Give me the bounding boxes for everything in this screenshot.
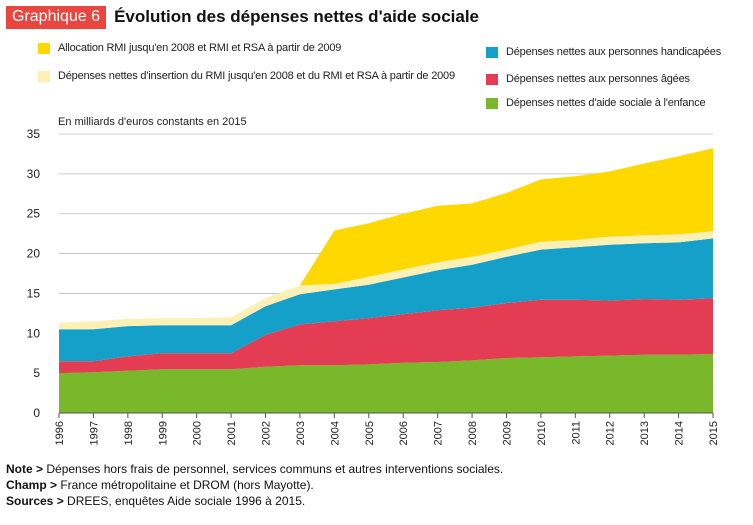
- area-agees: [59, 298, 713, 374]
- area-rmi: [59, 148, 713, 323]
- x-tick-label-1999: 1999: [157, 421, 169, 445]
- x-tick-label-2000: 2000: [192, 421, 204, 445]
- y-tick-label-0: 0: [33, 406, 40, 420]
- legend-label-insertion: Dépenses nettes d'insertion du RMI jusqu…: [58, 70, 455, 82]
- legend-swatch-insertion: [38, 70, 50, 82]
- y-tick-label-5: 5: [33, 366, 40, 380]
- x-tick-label-2005: 2005: [364, 421, 376, 445]
- area-insertion: [59, 231, 713, 330]
- x-tick-label-1998: 1998: [123, 421, 135, 445]
- legend-swatch-rmi: [38, 42, 50, 54]
- x-tick-label-2002: 2002: [261, 421, 273, 445]
- area-enfance: [59, 354, 713, 413]
- legend-label-rmi: Allocation RMI jusqu'en 2008 et RMI et R…: [58, 42, 342, 54]
- legend-item-handicap: Dépenses nettes aux personnes handicapée…: [486, 46, 721, 58]
- y-tick-label-30: 30: [27, 167, 41, 181]
- legend-label-agees: Dépenses nettes aux personnes âgées: [506, 73, 690, 85]
- legend-item-rmi: Allocation RMI jusqu'en 2008 et RMI et R…: [38, 42, 341, 54]
- chart-title: Évolution des dépenses nettes d'aide soc…: [114, 7, 479, 26]
- x-tick-label-2008: 2008: [467, 421, 479, 445]
- x-tick-label-2003: 2003: [295, 421, 307, 445]
- sources-line: Sources > DREES, enquêtes Aide sociale 1…: [6, 494, 306, 508]
- x-tick-label-2007: 2007: [433, 421, 445, 445]
- legend-label-enfance: Dépenses nettes d'aide sociale à l'enfan…: [506, 97, 706, 109]
- x-tick-label-2009: 2009: [502, 421, 514, 445]
- y-tick-label-10: 10: [27, 326, 41, 340]
- y-axis-unit-label: En milliards d'euros constants en 2015: [58, 116, 247, 128]
- x-tick-label-2006: 2006: [398, 421, 410, 445]
- y-tick-label-25: 25: [27, 207, 41, 221]
- x-tick-label-2012: 2012: [605, 421, 617, 445]
- x-tick-label-2011: 2011: [570, 421, 582, 445]
- chart-notes: Note > Dépenses hors frais de personnel,…: [6, 461, 503, 509]
- legend-item-insertion: Dépenses nettes d'insertion du RMI jusqu…: [38, 70, 455, 82]
- x-tick-label-2010: 2010: [536, 421, 548, 445]
- scope-line: Champ > France métropolitaine et DROM (h…: [6, 478, 314, 492]
- x-tick-labels: 1996 1997 1998 1999 2000 2001 2002 2003 2004 2005…: [54, 421, 720, 445]
- x-tick-label-2001: 2001: [226, 421, 238, 445]
- legend-item-enfance: Dépenses nettes d'aide sociale à l'enfan…: [486, 97, 706, 109]
- y-tick-label-20: 20: [27, 247, 41, 261]
- x-tick-label-2014: 2014: [674, 421, 686, 445]
- x-tick-label-1996: 1996: [54, 421, 66, 445]
- chart-number-badge: Graphique 6: [6, 5, 107, 29]
- chart-header: Graphique 6 Évolution des dépenses nette…: [6, 5, 479, 29]
- y-tick-label-35: 35: [27, 127, 41, 141]
- legend-swatch-enfance: [486, 97, 498, 109]
- legend-swatch-handicap: [486, 46, 498, 58]
- area-handicap: [59, 238, 713, 362]
- x-tick-label-2013: 2013: [639, 421, 651, 445]
- y-tick-labels: 0 5 10 15 20 25 30 35: [27, 127, 41, 420]
- legend-swatch-agees: [486, 73, 498, 85]
- area-series: [59, 148, 713, 413]
- x-tick-label-2004: 2004: [329, 421, 341, 445]
- x-tick-label-1997: 1997: [88, 421, 100, 445]
- stacked-area-chart: 0 5 10 15 20 25 30 35 1996 1997 1998 1999 2000 2001 2…: [27, 127, 720, 445]
- note-line: Note > Dépenses hors frais de personnel,…: [6, 462, 504, 476]
- legend-label-handicap: Dépenses nettes aux personnes handicapée…: [506, 46, 722, 58]
- x-tick-label-2015: 2015: [708, 421, 720, 445]
- legend-item-agees: Dépenses nettes aux personnes âgées: [486, 73, 690, 85]
- axes: [58, 412, 714, 418]
- y-tick-label-15: 15: [27, 286, 41, 300]
